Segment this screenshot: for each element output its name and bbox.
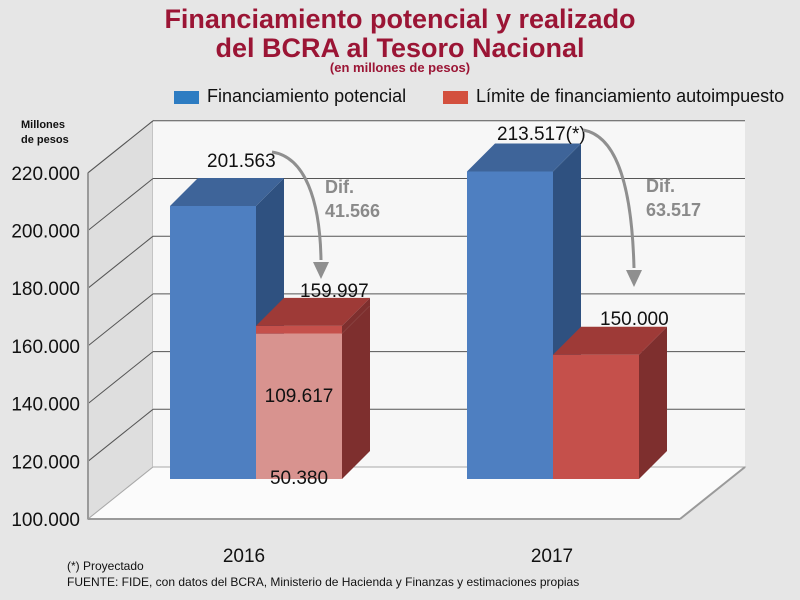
annotation-dif-2017-label: Dif.: [646, 176, 675, 196]
gridline-side: [87, 235, 154, 289]
bar-limite-2016-segment-low-front: [256, 333, 342, 479]
y-axis-title-line1: Millones: [21, 119, 65, 131]
source-note: FUENTE: FIDE, con datos del BCRA, Minist…: [67, 575, 580, 589]
arrow-dif-2017: [582, 128, 636, 269]
data-label-segment-low-2016: 50.380: [270, 468, 328, 489]
floor-right-edge: [679, 466, 746, 520]
arrow-dif-2016: [271, 150, 323, 261]
data-label-lim-2016: 159.997: [300, 281, 369, 302]
data-label-segment-high-2016: 109.617: [265, 386, 334, 407]
y-tick-label: 200.000: [11, 222, 80, 243]
gridline-side: [87, 408, 154, 462]
arrow-head-2016: [313, 262, 329, 279]
bar-potencial-2017-top: [467, 143, 581, 172]
data-label-pot-2017: 213.517(*): [497, 124, 586, 145]
bar-potencial-2017-front: [467, 171, 553, 479]
bar-limite-2016-segment-high-top: [256, 297, 370, 326]
x-tick-label-2017: 2017: [531, 546, 573, 567]
chart-title-line1: Financiamiento potencial y realizado: [164, 4, 636, 34]
bar-limite-2016-segment-low-side: [342, 305, 370, 479]
gridline-side: [87, 351, 154, 404]
annotation-dif-2016-value: 41.566: [325, 201, 380, 221]
y-tick-label: 180.000: [11, 279, 80, 300]
bar-limite-2016-segment-high-side: [342, 297, 370, 334]
x-tick-label-2016: 2016: [223, 546, 265, 567]
bar-limite-2017-front: [553, 354, 639, 479]
y-tick-label: 220.000: [11, 164, 80, 185]
arrow-head-2017: [626, 270, 642, 287]
chart-title-line2: del BCRA al Tesoro Nacional: [215, 33, 585, 63]
legend-swatch-potencial: [174, 91, 199, 104]
bar-limite-2016-segment-high-front: [256, 325, 342, 334]
gridline-side: [87, 178, 154, 231]
bar-limite-2017-top: [553, 326, 667, 355]
legend-label-potencial: Financiamiento potencial: [207, 86, 406, 106]
gridline-side: [87, 293, 154, 347]
chart-subtitle: (en millones de pesos): [329, 60, 471, 75]
bar-potencial-2016-top: [170, 177, 284, 206]
y-axis-title-line2: de pesos: [21, 134, 69, 146]
data-label-pot-2016: 201.563: [207, 151, 276, 172]
footnote: (*) Proyectado: [67, 559, 144, 573]
gridline-side: [87, 120, 154, 174]
y-tick-label: 160.000: [11, 337, 80, 358]
bar-potencial-2016-front: [170, 205, 256, 480]
legend-swatch-limite: [443, 91, 468, 104]
y-tick-label: 100.000: [11, 510, 80, 531]
legend-label-limite: Límite de financiamiento autoimpuesto: [476, 86, 784, 106]
annotation-dif-2016-label: Dif.: [325, 177, 354, 197]
bar-limite-2017-side: [639, 326, 667, 479]
annotation-dif-2017-value: 63.517: [646, 200, 701, 220]
y-tick-label: 120.000: [11, 452, 80, 473]
data-label-lim-2017: 150.000: [600, 309, 669, 330]
y-tick-label: 140.000: [11, 395, 80, 416]
